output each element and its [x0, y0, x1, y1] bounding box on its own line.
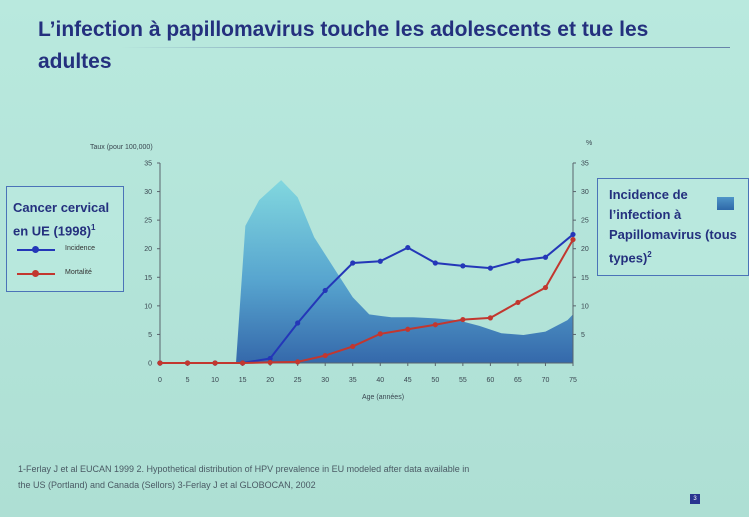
footnote-line-1: 1-Ferlay J et al EUCAN 1999 2. Hypotheti… [18, 464, 470, 474]
slide-title: L’infection à papillomavirus touche les … [38, 18, 649, 73]
point-mortalit- [487, 315, 493, 321]
y-right-tick-label: 30 [581, 189, 589, 196]
legend-cervical-cancer: Cancer cervical en UE (1998)1 Incidence … [6, 186, 124, 292]
x-tick-label: 75 [569, 377, 577, 384]
point-mortalit- [432, 322, 438, 328]
point-incidence [570, 231, 576, 238]
point-mortalit- [542, 284, 549, 291]
y-right-tick-label: 10 [581, 303, 589, 310]
point-mortalit- [157, 360, 163, 366]
hpv-area-layer [235, 180, 573, 363]
y-left-tick-label: 0 [148, 361, 152, 368]
point-mortalit- [240, 360, 246, 366]
legend-item-mortality: Mortalité [17, 267, 121, 281]
point-mortalit- [460, 316, 466, 323]
point-mortalit- [570, 236, 576, 243]
x-tick-label: 5 [186, 377, 190, 384]
y-left-tick-label: 30 [144, 189, 152, 196]
point-incidence [267, 355, 273, 362]
point-incidence [432, 260, 438, 266]
x-tick-label: 35 [349, 377, 357, 384]
point-mortalit- [267, 359, 273, 366]
hpv-area [235, 180, 573, 363]
y-left-tick-label: 5 [148, 332, 152, 339]
point-incidence [515, 258, 521, 264]
legend-left-title-text: Cancer cervical en UE (1998) [13, 200, 110, 239]
page-number-badge: 3 [690, 494, 700, 504]
series-line-mortalit- [160, 239, 574, 364]
point-mortalit- [212, 360, 218, 366]
point-mortalit- [405, 326, 411, 332]
legend-incidence-label: Incidence [65, 245, 95, 252]
x-tick-label: 20 [266, 377, 274, 384]
y-right-tick-label: 15 [581, 275, 589, 282]
legend-hpv-area-swatch [717, 197, 734, 210]
legend-hpv-infection: Incidence de l’infection à Papillomaviru… [597, 178, 749, 276]
y-left-tick-label: 20 [144, 246, 152, 253]
x-tick-label: 25 [294, 377, 302, 384]
x-tick-label: 65 [514, 377, 522, 384]
point-incidence [322, 287, 328, 294]
point-incidence [377, 258, 383, 264]
point-mortalit- [322, 352, 328, 359]
legend-right-title-sup: 2 [647, 250, 652, 259]
point-mortalit- [350, 343, 356, 350]
y-right-tick-label: 20 [581, 246, 589, 253]
point-mortalit- [377, 331, 383, 337]
x-axis-label: Age (années) [362, 394, 404, 401]
y-axis-right-label: % [586, 140, 592, 147]
footnote: 1-Ferlay J et al EUCAN 1999 2. Hypotheti… [18, 461, 578, 493]
legend-left-title: Cancer cervical en UE (1998)1 [13, 198, 123, 241]
y-left-tick-label: 15 [144, 275, 152, 282]
y-left-tick-label: 35 [144, 161, 152, 168]
point-incidence [350, 260, 356, 266]
footnote-line-2: the US (Portland) and Canada (Sellors) 3… [18, 480, 316, 490]
x-tick-label: 10 [211, 377, 219, 384]
legend-left-title-sup: 1 [91, 223, 96, 232]
y-right-tick-label: 35 [581, 161, 589, 168]
point-incidence [460, 263, 466, 269]
title-underline [120, 47, 730, 48]
x-tick-label: 55 [459, 377, 467, 384]
x-tick-label: 0 [158, 377, 162, 384]
legend-right-title-text: Incidence de l’infection à Papillomaviru… [609, 187, 737, 266]
legend-mortality-label: Mortalité [65, 269, 92, 276]
point-mortalit- [184, 360, 191, 366]
point-incidence [542, 254, 549, 260]
series-lines [157, 231, 576, 366]
y-left-tick-label: 25 [144, 218, 152, 225]
x-tick-label: 70 [542, 377, 550, 384]
point-mortalit- [295, 359, 301, 365]
y-axis-left-label: Taux (pour 100,000) [90, 144, 153, 151]
legend-incidence-marker [32, 246, 39, 253]
legend-right-title: Incidence de l’infection à Papillomaviru… [609, 185, 749, 268]
x-tick-label: 50 [431, 377, 439, 384]
legend-item-incidence: Incidence [17, 243, 121, 257]
point-incidence [295, 320, 301, 326]
axes: 0 5 10 15 20 25 30 35 5 10 15 20 25 30 35 0 5 10 15 20 25 30 3… [144, 161, 589, 385]
point-incidence [405, 244, 411, 251]
x-tick-label: 60 [487, 377, 495, 384]
x-tick-label: 30 [321, 377, 329, 384]
x-tick-label: 45 [404, 377, 412, 384]
y-right-tick-label: 5 [581, 332, 585, 339]
y-left-tick-label: 10 [144, 303, 152, 310]
point-incidence [487, 265, 493, 271]
x-tick-label: 40 [376, 377, 384, 384]
legend-mortality-marker [32, 270, 39, 277]
point-mortalit- [515, 299, 521, 306]
y-right-tick-label: 25 [581, 218, 589, 225]
x-tick-label: 15 [239, 377, 247, 384]
